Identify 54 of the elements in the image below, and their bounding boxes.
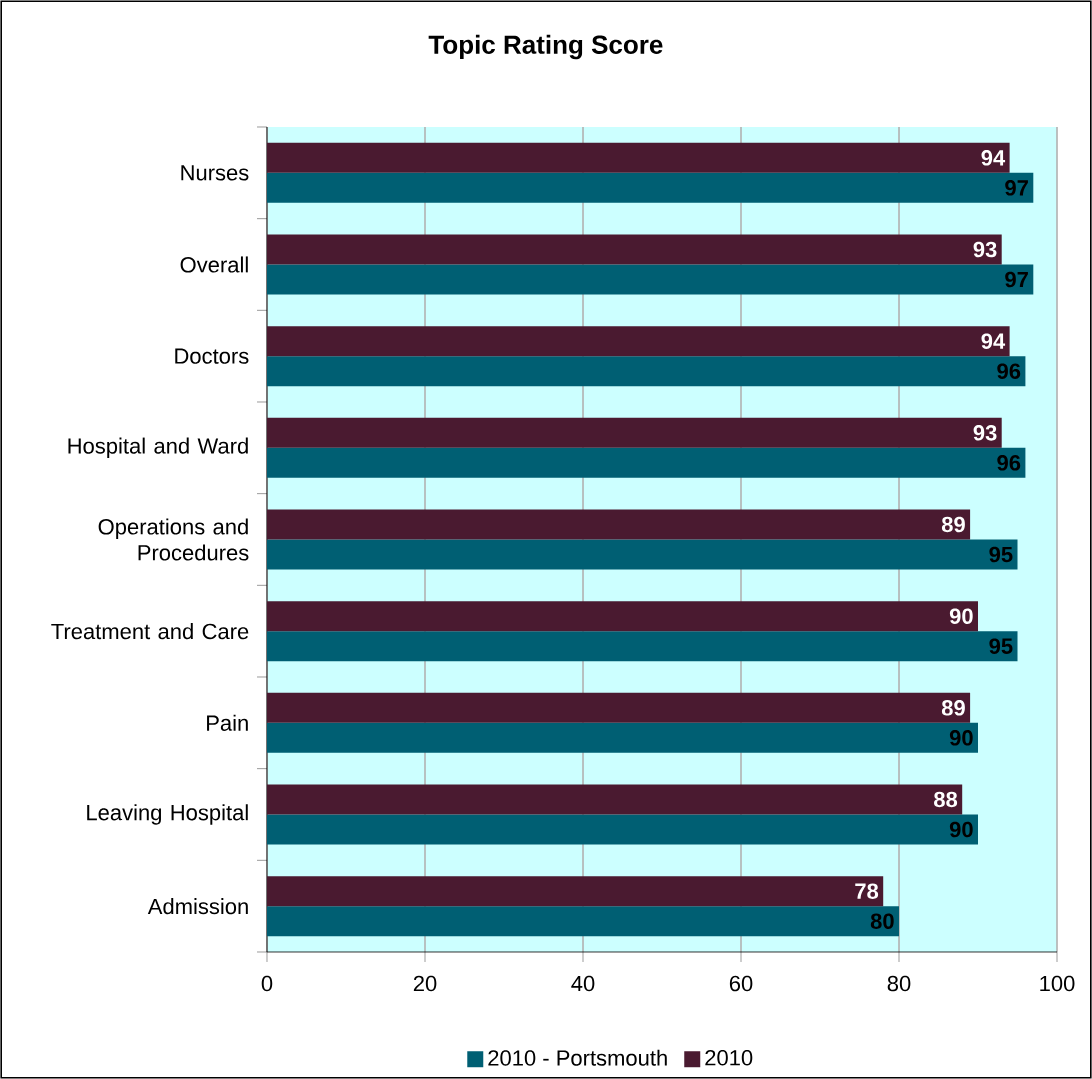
data-label: 90 (949, 730, 973, 746)
data-label: 97 (1005, 180, 1028, 196)
x-tick-label: 20 (413, 975, 437, 992)
bar (267, 447, 1026, 478)
data-label: 89 (941, 516, 965, 533)
y-tick-label: Overall (180, 256, 248, 273)
data-label: 90 (949, 821, 973, 838)
chart-title: Topic Rating Score (428, 34, 663, 60)
x-tick-label: 100 (1040, 975, 1075, 992)
bar (267, 601, 978, 632)
bar (267, 264, 1034, 295)
y-tick-label: Pain (207, 714, 248, 731)
bar (267, 142, 1010, 173)
x-tick-label: 80 (887, 975, 911, 992)
data-label: 78 (855, 883, 879, 899)
bar (267, 722, 978, 753)
y-tick-label: Nurses (181, 165, 249, 181)
x-tick-label: 40 (571, 975, 595, 992)
bar (267, 326, 1010, 357)
bar (267, 876, 884, 907)
bar (267, 234, 1002, 265)
y-tick-label: Admission (147, 898, 248, 915)
data-label: 94 (981, 333, 1006, 349)
bar (267, 692, 971, 723)
data-label: 90 (949, 608, 973, 624)
y-tick-label: Treatment and Care (51, 623, 249, 640)
data-label: 94 (981, 150, 1006, 166)
data-label: 80 (870, 913, 894, 929)
y-tick-label: Hospital and Ward (68, 437, 248, 459)
bar (267, 906, 900, 937)
bar (267, 172, 1034, 203)
bar (267, 631, 1018, 662)
x-tick-label: 0 (261, 975, 273, 992)
data-label: 95 (989, 638, 1013, 654)
data-label: 97 (1005, 271, 1028, 288)
bar (267, 784, 963, 815)
x-tick-label: 60 (729, 975, 753, 992)
legend-label: 2010 (705, 1049, 753, 1066)
data-label: 88 (934, 791, 958, 808)
data-label: 96 (997, 363, 1021, 379)
data-label: 95 (989, 546, 1013, 563)
y-tick-label: Leaving Hospital (87, 804, 248, 825)
data-label: 93 (973, 425, 997, 441)
bar (267, 417, 1002, 448)
data-label: 89 (941, 700, 965, 716)
bar (267, 509, 971, 540)
data-label: 93 (973, 241, 997, 258)
bar (267, 814, 978, 845)
y-tick-label: Doctors (175, 348, 249, 364)
data-label: 96 (997, 455, 1021, 471)
legend-label: 2010 - Portsmouth (488, 1049, 667, 1066)
bar (267, 356, 1026, 387)
bar (267, 539, 1018, 570)
y-tick-label: Operations and Procedures (98, 518, 249, 561)
